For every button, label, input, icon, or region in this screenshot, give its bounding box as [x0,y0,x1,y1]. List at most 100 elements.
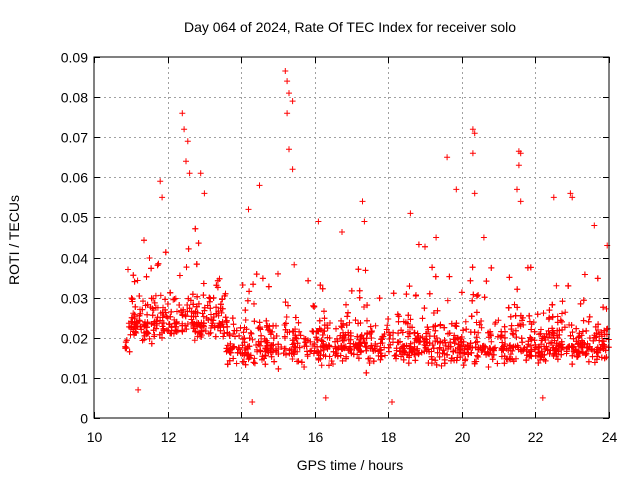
data-point [385,344,392,351]
data-point [448,320,455,327]
data-point [501,353,508,360]
data-point [289,98,296,105]
data-point [450,348,457,355]
data-point [467,340,474,347]
data-point [483,278,490,285]
data-point [189,319,196,326]
data-point [268,353,275,360]
data-point [319,285,326,292]
data-point [441,350,448,357]
data-point [275,365,282,372]
data-point [284,110,291,117]
data-point [347,346,353,353]
data-point [170,296,177,303]
plot-frame [93,56,610,419]
data-point [569,344,576,351]
data-point [515,162,522,169]
data-point [148,295,155,302]
data-point [301,364,308,370]
data-point [510,344,517,351]
data-point [200,320,207,327]
data-point [580,297,587,304]
data-point [407,324,413,331]
data-point [339,229,345,235]
data-point [173,328,180,335]
data-point [315,218,322,225]
data-point [340,329,346,336]
data-point [458,289,465,296]
data-point [403,291,410,298]
data-point [246,288,253,295]
data-point [190,301,197,308]
data-point [517,312,524,319]
data-point [512,327,519,334]
data-point [557,317,564,324]
data-point [231,343,238,350]
data-point [239,282,246,288]
data-point [406,354,412,361]
data-point [375,348,382,355]
data-point [144,301,151,308]
data-point [473,358,480,365]
data-point [363,369,370,376]
data-point [314,343,321,350]
data-point [326,335,333,341]
data-point [568,322,575,329]
data-point [589,353,596,360]
data-point [559,341,566,348]
data-point [164,301,171,307]
data-point [468,349,475,356]
data-point [553,345,560,352]
data-point [554,334,561,341]
data-point [133,319,140,326]
data-point [421,341,428,348]
data-point [531,337,538,344]
data-point [581,271,588,278]
data-point [319,332,326,338]
data-point [339,346,346,352]
data-point [292,344,299,351]
data-point [390,290,397,297]
data-point [590,337,597,344]
y-tick-label: 0.02 [61,331,88,347]
data-point [141,332,148,339]
data-point [356,336,362,343]
data-point [356,294,363,301]
data-point [187,297,194,304]
data-point [195,329,202,336]
data-point [266,323,273,330]
data-point [176,272,183,279]
data-point [575,334,582,341]
data-point [448,357,454,364]
data-point [321,328,328,335]
data-point [474,352,481,359]
data-point [559,326,566,333]
data-point [432,273,439,280]
data-point [199,310,206,317]
data-point [478,318,485,324]
data-point [207,305,214,312]
data-point [398,353,404,360]
data-point [186,170,193,177]
data-point [335,344,342,351]
data-point [244,352,251,359]
data-point [317,282,324,289]
data-point [250,359,257,366]
data-point [573,338,580,345]
data-point [407,316,414,323]
data-point [573,325,580,332]
data-point [531,328,538,335]
data-point [466,344,473,351]
data-point [282,320,289,327]
data-point [151,333,158,340]
data-point [286,90,292,97]
data-point [426,290,433,297]
data-point [528,326,535,333]
data-point [514,342,521,349]
data-point [411,329,418,336]
data-point [143,273,150,280]
data-point [484,349,491,356]
data-point [352,317,359,324]
data-point [491,345,497,352]
data-point [275,351,282,357]
